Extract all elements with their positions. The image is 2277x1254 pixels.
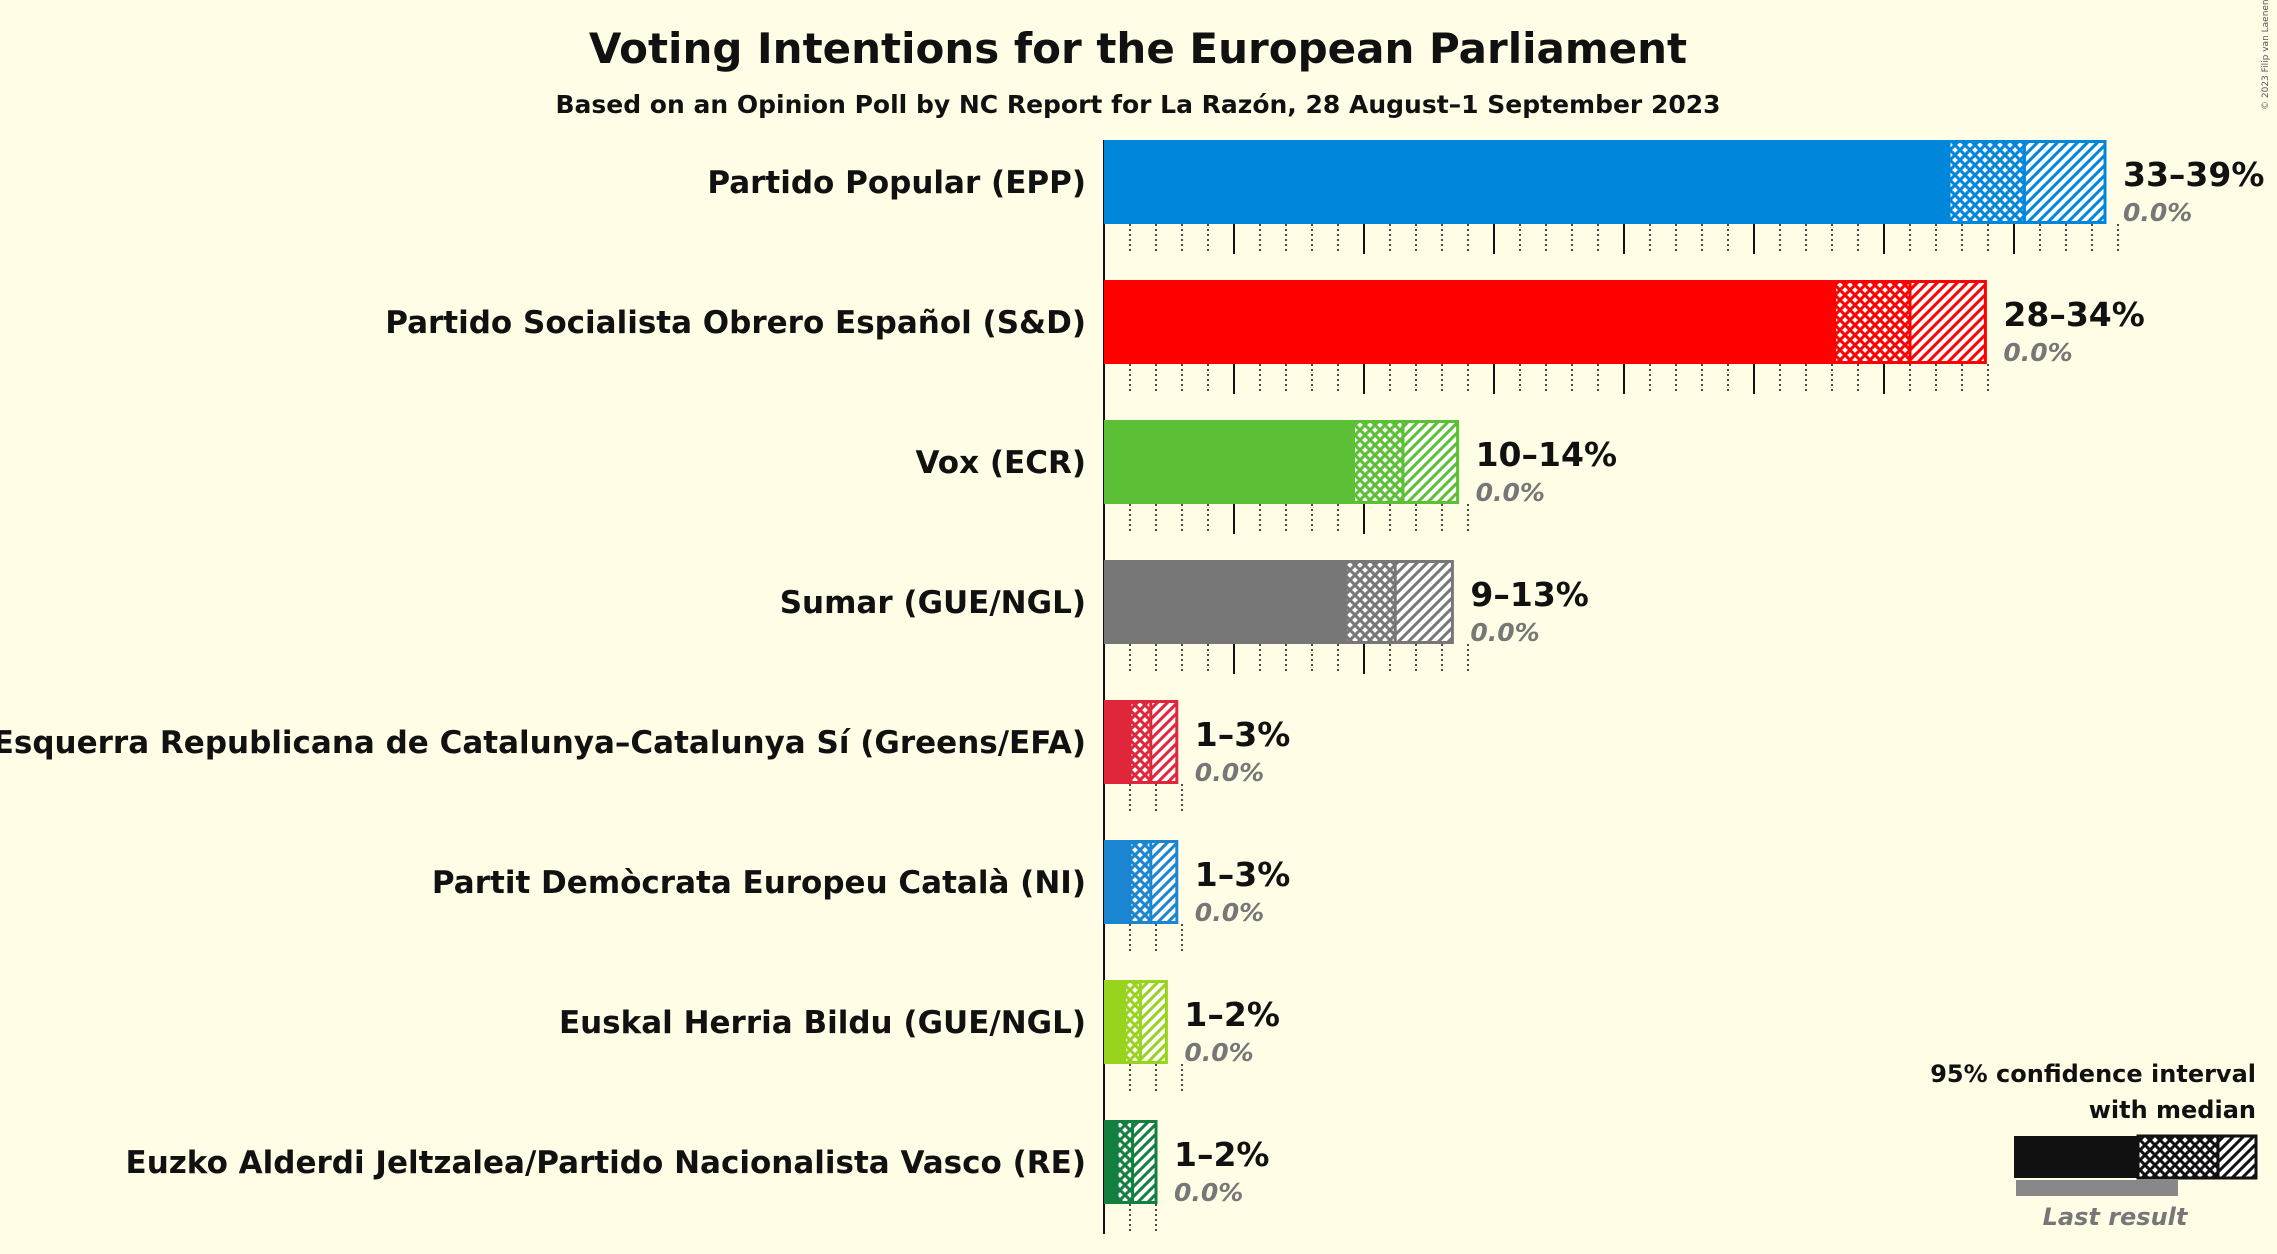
range-label: 10–14% bbox=[1476, 435, 1617, 474]
bar-solid bbox=[1104, 700, 1130, 784]
bar-ci-upper bbox=[1395, 560, 1453, 644]
bar-solid bbox=[1104, 560, 1346, 644]
bar-ci-outline bbox=[1115, 1120, 1158, 1204]
bar-ci-upper bbox=[1910, 280, 1986, 364]
party-label: Euzko Alderdi Jeltzalea/Partido Nacional… bbox=[126, 1145, 1086, 1181]
bar-ci-outline bbox=[1344, 560, 1454, 644]
copyright-notice: © 2023 Filip van Laenen bbox=[2261, 0, 2271, 110]
party-row: Euskal Herria Bildu (GUE/NGL) 1–2% 0.0% bbox=[559, 980, 1280, 1067]
party-row: Sumar (GUE/NGL) 9–13% 0.0% bbox=[780, 560, 1589, 647]
bar-solid bbox=[1104, 1120, 1117, 1204]
bar-ci-lower bbox=[1117, 1120, 1133, 1204]
bar-ci-lower bbox=[1130, 840, 1151, 924]
bar-ci-lower bbox=[1130, 700, 1151, 784]
bar-ci-upper bbox=[2024, 140, 2105, 224]
range-label: 28–34% bbox=[2003, 295, 2144, 334]
range-label: 1–3% bbox=[1195, 715, 1291, 754]
party-row: Euzko Alderdi Jeltzalea/Partido Nacional… bbox=[126, 1120, 1270, 1207]
legend: 95% confidence interval with median Last… bbox=[1930, 1060, 2258, 1231]
legend-line1: 95% confidence interval bbox=[1930, 1060, 2256, 1088]
range-label: 1–3% bbox=[1195, 855, 1291, 894]
bar-ci-upper bbox=[1150, 700, 1177, 784]
last-result-label: 0.0% bbox=[1195, 758, 1264, 787]
bar-ci-outline bbox=[1352, 420, 1460, 504]
chart-title: Voting Intentions for the European Parli… bbox=[589, 24, 1687, 73]
last-result-label: 0.0% bbox=[1195, 898, 1264, 927]
party-label: Esquerra Republicana de Catalunya–Catalu… bbox=[0, 725, 1086, 761]
bar-ci-upper bbox=[1150, 840, 1177, 924]
last-result-label: 0.0% bbox=[2123, 198, 2192, 227]
bar-solid bbox=[1104, 140, 1949, 224]
party-label: Sumar (GUE/NGL) bbox=[780, 585, 1086, 621]
last-result-label: 0.0% bbox=[1470, 618, 1539, 647]
bar-ci-lower bbox=[1834, 280, 1910, 364]
bar-ci-outline bbox=[1128, 700, 1179, 784]
bar-ci-lower bbox=[1345, 560, 1396, 644]
legend-diagonal-swatch bbox=[2216, 1134, 2258, 1180]
bar-ci-lower bbox=[1353, 420, 1403, 504]
range-label: 33–39% bbox=[2123, 155, 2264, 194]
bar-ci-lower bbox=[1124, 980, 1141, 1064]
bar-ci-upper bbox=[1140, 980, 1167, 1064]
bar-solid bbox=[1104, 280, 1835, 364]
party-row: Vox (ECR) 10–14% 0.0% bbox=[915, 420, 1617, 507]
range-label: 1–2% bbox=[1184, 995, 1280, 1034]
bar-ci-outline bbox=[1128, 840, 1179, 924]
legend-solid-swatch bbox=[2014, 1136, 2138, 1178]
bar-solid bbox=[1104, 420, 1354, 504]
bar-ci-outline bbox=[1123, 980, 1168, 1064]
range-label: 1–2% bbox=[1174, 1135, 1270, 1174]
last-result-label: 0.0% bbox=[2003, 338, 2072, 367]
legend-last-result-swatch bbox=[2016, 1180, 2178, 1196]
legend-last-result-label: Last result bbox=[2043, 1203, 2189, 1231]
bar-ci-upper bbox=[1132, 1120, 1156, 1204]
party-label: Partido Socialista Obrero Español (S&D) bbox=[385, 305, 1086, 341]
legend-line2: with median bbox=[2089, 1096, 2256, 1124]
bar-ci-lower bbox=[1949, 140, 2025, 224]
party-row: Esquerra Republicana de Catalunya–Catalu… bbox=[0, 700, 1290, 787]
bar-ci-outline bbox=[1947, 140, 2107, 224]
last-result-label: 0.0% bbox=[1174, 1178, 1243, 1207]
bar-solid bbox=[1104, 980, 1125, 1064]
bar-ci-upper bbox=[1403, 420, 1458, 504]
chart-subtitle: Based on an Opinion Poll by NC Report fo… bbox=[555, 90, 1720, 119]
last-result-label: 0.0% bbox=[1476, 478, 1545, 507]
last-result-label: 0.0% bbox=[1184, 1038, 1253, 1067]
legend-crosshatch-swatch bbox=[2136, 1134, 2220, 1180]
party-label: Euskal Herria Bildu (GUE/NGL) bbox=[559, 1005, 1086, 1041]
party-row: Partido Socialista Obrero Español (S&D) 2… bbox=[385, 280, 2145, 367]
bar-groups: Partido Popular (EPP) 33–39%0.0%Partido S… bbox=[0, 140, 2264, 1207]
party-row: Partit Demòcrata Europeu Català (NI) 1–3%… bbox=[432, 840, 1290, 927]
party-label: Vox (ECR) bbox=[915, 445, 1086, 481]
party-label: Partido Popular (EPP) bbox=[707, 165, 1086, 201]
range-label: 9–13% bbox=[1470, 575, 1588, 614]
party-row: Partido Popular (EPP) 33–39% 0.0% bbox=[707, 140, 2264, 227]
party-label: Partit Demòcrata Europeu Català (NI) bbox=[432, 865, 1086, 901]
bar-solid bbox=[1104, 840, 1130, 924]
